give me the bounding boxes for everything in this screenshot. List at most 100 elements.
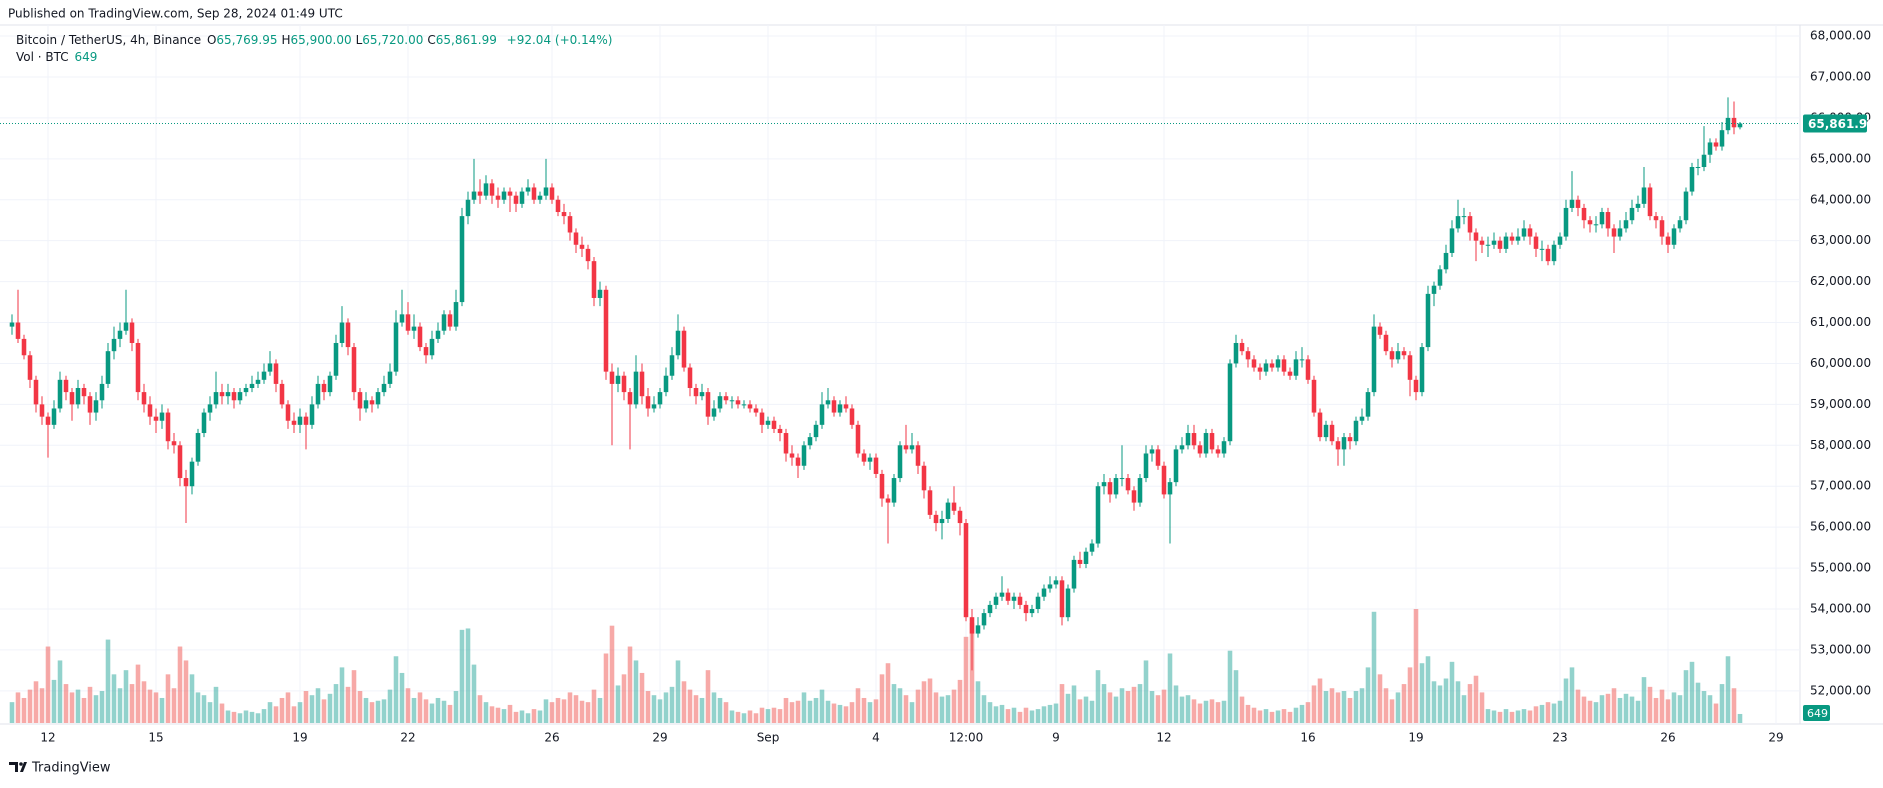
candle-body — [1623, 220, 1629, 229]
candle-body — [963, 523, 969, 618]
x-tick-label: 23 — [1552, 731, 1567, 745]
volume-bar — [1335, 692, 1341, 723]
volume-bar — [1497, 711, 1503, 723]
candle-body — [945, 502, 951, 519]
candle-body — [435, 330, 441, 339]
volume-bar — [15, 692, 21, 723]
candle-body — [1107, 482, 1113, 495]
candle-body — [1533, 236, 1539, 249]
volume-bar — [1347, 697, 1353, 723]
candle-body — [633, 371, 639, 405]
volume-bar — [21, 697, 27, 723]
candle-body — [549, 187, 555, 200]
volume-bar — [1089, 700, 1095, 723]
volume-bar — [831, 703, 837, 723]
candle-body — [1719, 130, 1725, 147]
volume-bar — [1377, 674, 1383, 723]
volume-bar — [459, 629, 465, 723]
candle-body — [135, 342, 141, 393]
candle-body — [537, 195, 543, 200]
candle-body — [1449, 228, 1455, 253]
volume-bar — [855, 688, 861, 723]
volume-bar — [393, 656, 399, 723]
candle-body — [453, 302, 459, 327]
volume-bar — [1065, 693, 1071, 723]
volume-bar — [1647, 686, 1653, 723]
volume-bar — [441, 700, 447, 723]
candle-body — [129, 322, 135, 343]
volume-bar — [1479, 692, 1485, 723]
candle-body — [1629, 207, 1635, 221]
candle-body — [81, 388, 87, 397]
volume-bar — [129, 684, 135, 723]
y-tick-label: 61,000.00 — [1810, 315, 1871, 329]
candle-body — [1527, 228, 1533, 237]
volume-bar — [1641, 677, 1647, 723]
candle-body — [693, 388, 699, 397]
volume-bar — [1131, 686, 1137, 723]
volume-bar — [717, 697, 723, 723]
candle-body — [567, 216, 573, 233]
volume-bar — [1185, 695, 1191, 723]
candle-body — [1299, 359, 1305, 361]
ohlc-legend: O65,769.95 H65,900.00 L65,720.00 C65,861.99 — [207, 33, 501, 47]
candle-body — [885, 498, 891, 503]
candle-body — [903, 445, 909, 450]
volume-bar — [1365, 667, 1371, 723]
volume-bar — [951, 689, 957, 723]
volume-bar — [915, 689, 921, 723]
volume-bar — [1029, 710, 1035, 723]
volume-bar — [1287, 711, 1293, 723]
volume-bar — [1023, 707, 1029, 723]
volume-bar — [375, 700, 381, 723]
volume-bar — [633, 660, 639, 723]
candle-body — [831, 400, 837, 413]
candle-body — [1323, 424, 1329, 438]
volume-bar — [273, 706, 279, 723]
candle-body — [897, 445, 903, 479]
x-tick-label: 22 — [400, 731, 415, 745]
volume-bar — [1215, 702, 1221, 723]
candle-body — [681, 330, 687, 368]
candle-body — [501, 191, 507, 200]
volume-bar — [1515, 710, 1521, 723]
candle-body — [9, 322, 15, 327]
candle-body — [1089, 543, 1095, 552]
volume-bar — [1551, 703, 1557, 723]
x-tick-label: 12 — [40, 731, 55, 745]
legend-value: 65,900.00 — [290, 33, 352, 47]
candle-body — [261, 371, 267, 380]
candle-body — [1059, 580, 1065, 618]
candle-body — [153, 416, 159, 421]
candle-body — [1155, 449, 1161, 466]
volume-bar — [699, 697, 705, 723]
volume-bar — [471, 664, 477, 723]
candle-body — [225, 392, 231, 397]
volume-bar — [1257, 710, 1263, 723]
volume-bar — [1737, 713, 1743, 723]
candle-body — [1071, 559, 1077, 589]
candle-body — [561, 212, 567, 217]
volume-bar — [1005, 709, 1011, 723]
volume-bar — [1431, 681, 1437, 723]
volume-bar — [651, 695, 657, 723]
candle-body — [399, 314, 405, 323]
volume-bar — [867, 702, 873, 723]
legend-key: H — [281, 33, 291, 47]
candle-body — [1173, 449, 1179, 483]
volume-bar — [1305, 702, 1311, 723]
volume-bar — [1677, 695, 1683, 723]
candle-body — [1389, 351, 1395, 360]
volume-bar — [729, 710, 735, 723]
candle-body — [699, 392, 705, 397]
candle-body — [1101, 482, 1107, 487]
candle-body — [591, 261, 597, 298]
x-tick-label: 12:00 — [949, 731, 984, 745]
volume-bar — [981, 695, 987, 723]
candle-body — [1521, 228, 1527, 237]
candle-body — [723, 396, 729, 401]
candle-body — [579, 244, 585, 249]
candle-body — [525, 187, 531, 192]
candle-body — [1401, 351, 1407, 356]
volume-bar — [1461, 695, 1467, 723]
